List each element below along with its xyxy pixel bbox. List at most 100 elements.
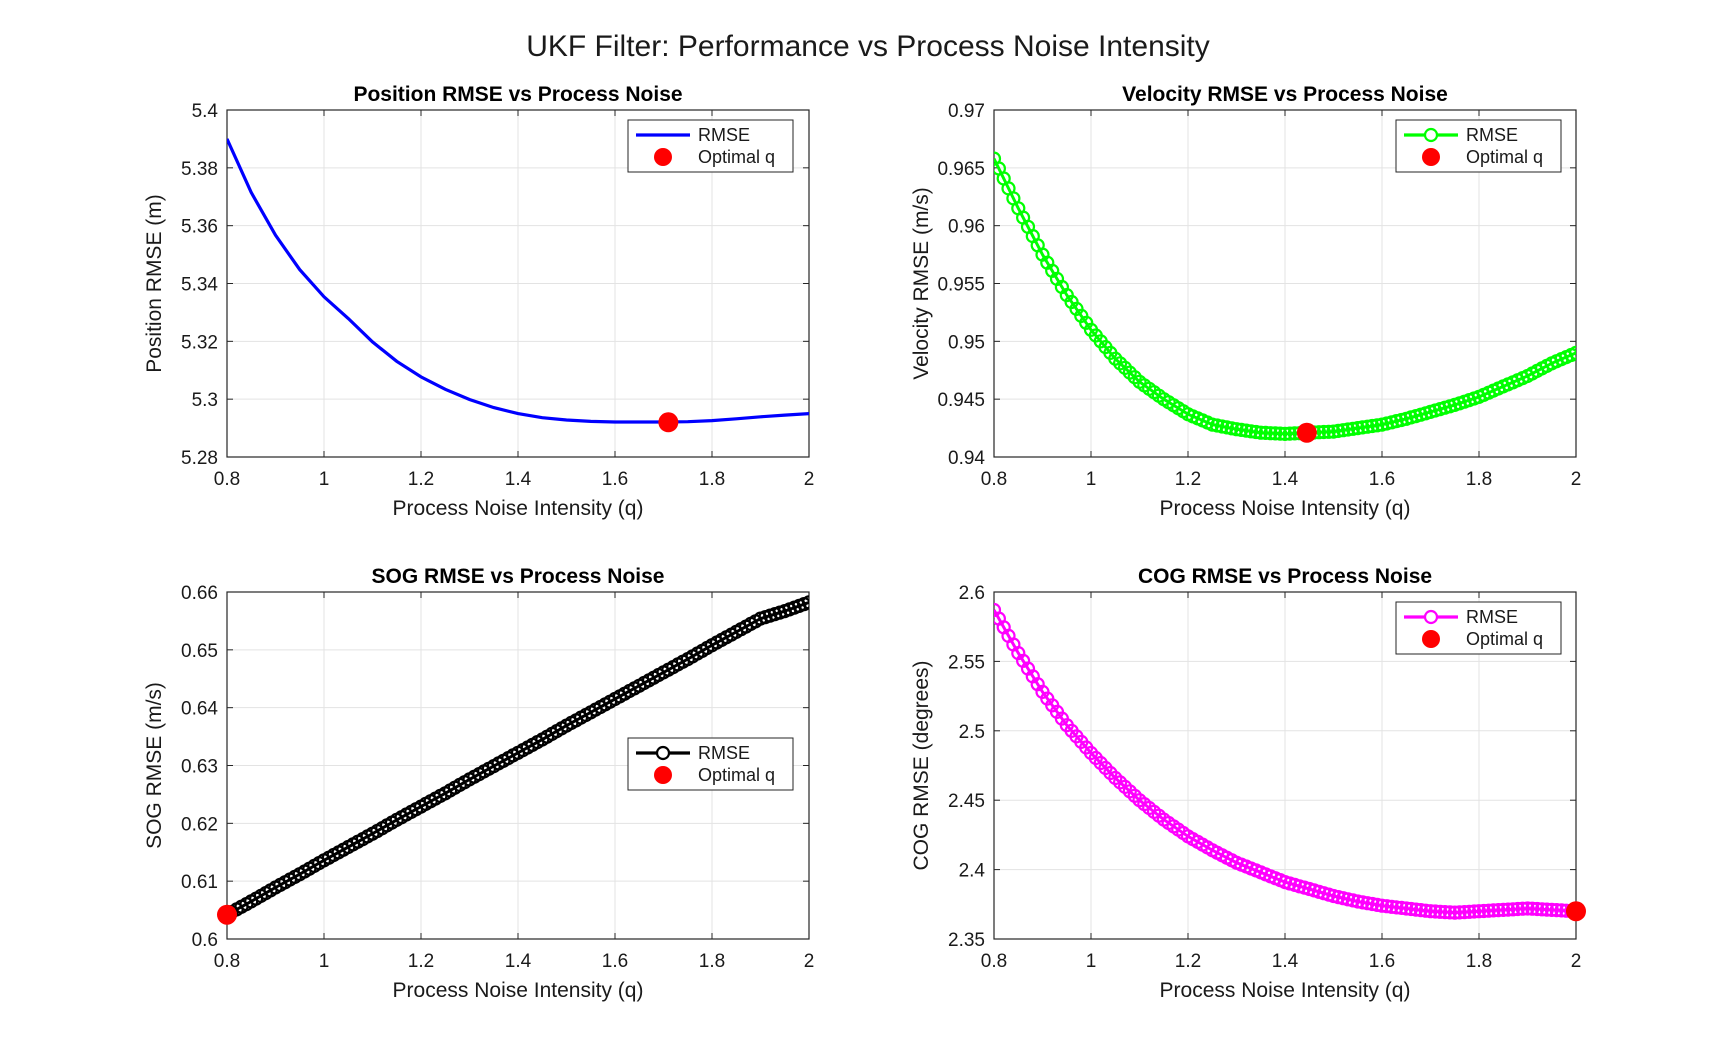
rmse-marker xyxy=(1408,902,1424,917)
x-tick-label: 1.4 xyxy=(1272,951,1299,972)
rmse-marker xyxy=(1418,903,1433,918)
legend-marker-swatch xyxy=(1423,609,1439,625)
legend-label-optimal: Optimal q xyxy=(698,765,775,785)
rmse-marker xyxy=(1544,902,1559,918)
optimal-q-point xyxy=(217,904,237,925)
rmse-marker xyxy=(1234,422,1249,437)
x-tick-label: 0.8 xyxy=(214,951,240,972)
y-tick-label: 0.66 xyxy=(181,583,218,604)
rmse-marker xyxy=(1331,423,1346,438)
data-layer xyxy=(994,602,1576,920)
x-tick-label: 1.8 xyxy=(699,469,725,490)
rmse-marker xyxy=(1258,425,1273,440)
rmse-marker xyxy=(1282,426,1297,441)
data-layer xyxy=(227,138,809,424)
y-tick-label: 5.28 xyxy=(181,448,218,469)
x-tick-label: 2 xyxy=(804,951,815,972)
rmse-marker xyxy=(1394,900,1409,916)
x-tick-label: 1.6 xyxy=(1369,951,1395,972)
rmse-marker xyxy=(1345,421,1361,436)
plot-area-box xyxy=(993,591,1577,940)
rmse-marker xyxy=(1530,901,1545,917)
x-tick-label: 1.2 xyxy=(408,469,434,490)
x-tick-label: 2 xyxy=(804,469,815,490)
rmse-marker xyxy=(1384,899,1399,914)
x-tick-label: 1.2 xyxy=(1175,951,1201,972)
y-tick-label: 2.4 xyxy=(959,861,986,882)
y-tick-label: 5.34 xyxy=(181,275,218,296)
x-tick-label: 1.2 xyxy=(1175,469,1201,490)
x-axis-label: Process Noise Intensity (q) xyxy=(1160,497,1411,520)
rmse-marker xyxy=(1476,903,1491,919)
x-tick-label: 1.6 xyxy=(602,951,628,972)
rmse-marker xyxy=(1350,421,1365,436)
chart-title: Velocity RMSE vs Process Noise xyxy=(1122,83,1448,106)
x-tick-label: 1.6 xyxy=(1369,469,1395,490)
rmse-marker xyxy=(1433,904,1448,919)
y-tick-label: 2.35 xyxy=(948,930,985,951)
legend-label-optimal: Optimal q xyxy=(698,147,775,167)
y-tick-label: 5.3 xyxy=(192,390,218,411)
y-tick-label: 0.61 xyxy=(181,872,218,893)
plot-area-box xyxy=(226,109,810,458)
rmse-marker xyxy=(1525,901,1540,916)
x-tick-label: 2 xyxy=(1571,951,1582,972)
x-tick-label: 1 xyxy=(1086,469,1097,490)
y-tick-label: 2.5 xyxy=(959,722,985,743)
rmse-marker xyxy=(1263,426,1278,441)
rmse-marker xyxy=(1481,903,1496,918)
rmse-marker xyxy=(1379,899,1394,914)
x-axis-label: Process Noise Intensity (q) xyxy=(1160,979,1411,1002)
x-tick-label: 1 xyxy=(319,951,330,972)
y-tick-label: 2.6 xyxy=(959,583,985,604)
x-tick-label: 1.6 xyxy=(602,469,628,490)
legend-label-rmse: RMSE xyxy=(698,125,750,145)
y-tick-label: 0.965 xyxy=(937,159,985,180)
rmse-marker xyxy=(1273,426,1288,441)
optimal-q-point xyxy=(1566,901,1586,922)
rmse-marker xyxy=(1229,422,1244,437)
x-tick-label: 0.8 xyxy=(981,951,1007,972)
y-tick-label: 0.6 xyxy=(192,930,218,951)
plot-area-box xyxy=(226,591,810,940)
y-tick-label: 0.96 xyxy=(948,217,985,238)
rmse-marker xyxy=(1253,425,1268,440)
rmse-marker xyxy=(1340,422,1356,437)
legend-label-rmse: RMSE xyxy=(1466,607,1518,627)
x-axis-label: Process Noise Intensity (q) xyxy=(393,979,644,1002)
y-tick-label: 0.94 xyxy=(948,448,985,469)
y-tick-label: 0.945 xyxy=(937,390,985,411)
rmse-marker xyxy=(1360,419,1375,434)
legend-dot-swatch xyxy=(654,148,672,166)
rmse-marker xyxy=(1452,905,1467,920)
y-axis-label: Velocity RMSE (m/s) xyxy=(910,187,933,380)
rmse-marker xyxy=(1355,420,1370,435)
sog-rmse-chart: 0.8 1 1.2 1.4 1.6 1.8 2 0.6 0.61 0.62 0.63 0.64 0.65… xyxy=(143,565,815,1002)
rmse-marker xyxy=(1568,345,1576,360)
rmse-marker xyxy=(1316,424,1331,440)
optimal-q-point xyxy=(1296,422,1317,443)
x-tick-label: 0.8 xyxy=(981,469,1007,490)
x-tick-label: 1.8 xyxy=(1466,951,1492,972)
rmse-marker xyxy=(1447,905,1462,920)
rmse-marker xyxy=(1462,904,1477,919)
y-tick-label: 2.45 xyxy=(948,791,985,812)
rmse-marker xyxy=(1239,423,1254,438)
rmse-marker xyxy=(1520,901,1535,916)
rmse-marker xyxy=(1486,903,1501,918)
rmse-marker xyxy=(1413,902,1428,918)
legend-box xyxy=(1395,601,1562,655)
rmse-marker xyxy=(1442,905,1458,920)
legend-box xyxy=(627,119,794,173)
data-layer xyxy=(994,151,1576,441)
chart-title: Position RMSE vs Process Noise xyxy=(353,83,682,106)
x-tick-label: 1.4 xyxy=(1272,469,1299,490)
rmse-marker xyxy=(1355,895,1370,910)
rmse-marker xyxy=(1423,904,1438,919)
rmse-marker xyxy=(1471,904,1487,919)
rmse-marker xyxy=(1515,901,1530,916)
legend-marker-swatch xyxy=(655,745,671,761)
rmse-marker xyxy=(994,151,1002,166)
